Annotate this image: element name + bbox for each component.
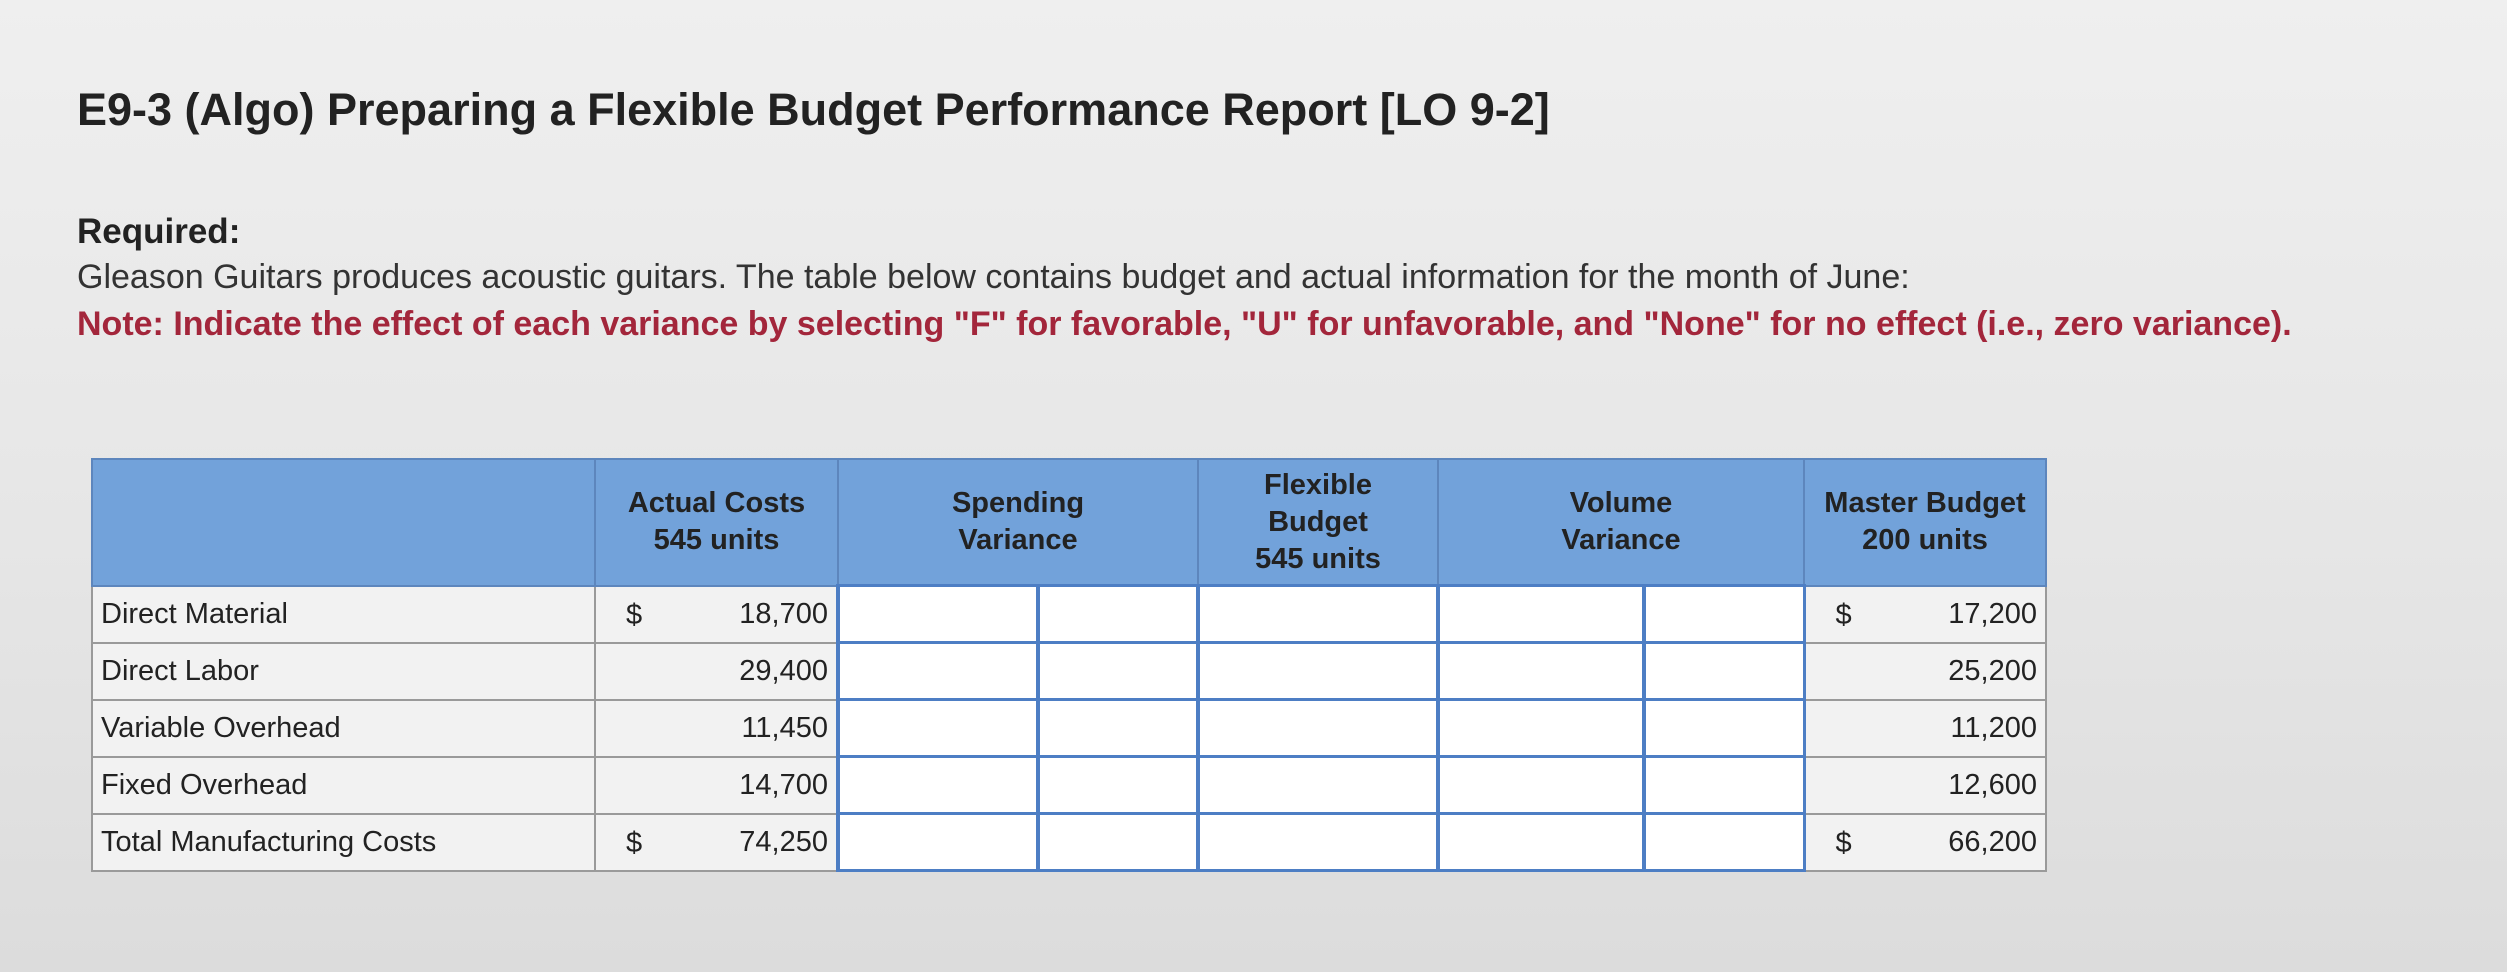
row-label: Total Manufacturing Costs [91,812,596,872]
volume-variance-input[interactable] [1436,641,1646,701]
spending-effect-select[interactable] [1036,641,1200,701]
column-header: Master Budget 200 units [1803,458,2047,587]
note-text: Note: Indicate the effect of each varian… [77,305,2292,343]
header-line: Flexible [1264,468,1372,501]
header-line: Spending [951,487,1085,519]
actual-cost: $74,250 [594,812,839,872]
volume-effect-select[interactable] [1642,641,1806,701]
header-line: 200 units [1862,524,1988,557]
volume-effect-select[interactable] [1642,584,1806,644]
header-line: Master Budget [1824,487,2026,520]
spending-effect-select[interactable] [1036,812,1200,872]
volume-variance-input[interactable] [1436,812,1646,872]
column-header: Spending Variance [837,458,1199,587]
header-line: 545 units [1255,542,1381,575]
volume-variance-input[interactable] [1436,755,1646,815]
table-row: Total Manufacturing Costs $74,250 $66,200 [91,812,2047,872]
spending-effect-select[interactable] [1036,755,1200,815]
flexible-budget-input[interactable] [1196,812,1440,872]
master-budget: $66,200 [1803,812,2047,872]
volume-variance-input[interactable] [1436,584,1646,644]
header-line: 545 units [653,524,780,557]
flexible-budget-input[interactable] [1196,584,1440,644]
row-label: Direct Material [91,584,596,644]
intro-text: Gleason Guitars produces acoustic guitar… [77,258,1910,296]
row-label: Variable Overhead [91,698,596,758]
amount: 12,600 [1948,768,2037,801]
spending-effect-select[interactable] [1036,698,1200,758]
spending-variance-input[interactable] [836,641,1040,701]
budget-table: Actual Costs 545 units Spending Variance Fle… [91,458,2047,872]
spending-variance-input[interactable] [836,812,1040,872]
header-line: Variance [958,524,1078,556]
actual-cost: $18,700 [594,584,839,644]
volume-effect-select[interactable] [1642,812,1806,872]
header-blank [91,458,596,587]
header-line: Variance [1561,524,1681,556]
actual-cost: 29,400 [594,641,839,701]
volume-effect-select[interactable] [1642,698,1806,758]
spending-variance-input[interactable] [836,584,1040,644]
master-budget: $17,200 [1803,584,2047,644]
row-label: Fixed Overhead [91,755,596,815]
amount: 25,200 [1948,654,2037,687]
amount: 74,250 [739,825,828,858]
table-row: Fixed Overhead 14,700 12,600 [91,755,2047,815]
amount: 29,400 [739,654,828,687]
header-row: Actual Costs 545 units Spending Variance Fle… [91,458,2047,587]
master-budget: 25,200 [1803,641,2047,701]
spending-variance-input[interactable] [836,755,1040,815]
flexible-budget-input[interactable] [1196,755,1440,815]
spending-effect-select[interactable] [1036,584,1200,644]
row-label: Direct Labor [91,641,596,701]
flexible-budget-input[interactable] [1196,698,1440,758]
required-label: Required: [77,212,241,251]
currency-sign: $ [1835,598,1852,631]
table-row: Variable Overhead 11,450 11,200 [91,698,2047,758]
column-header: Flexible Budget 545 units [1197,458,1439,587]
master-budget: 11,200 [1803,698,2047,758]
title: E9-3 (Algo) Preparing a Flexible Budget … [77,84,1550,135]
currency-sign: $ [626,598,643,631]
volume-effect-select[interactable] [1642,755,1806,815]
spending-variance-input[interactable] [836,698,1040,758]
column-header: Volume Variance [1437,458,1805,587]
table-body: Direct Material $18,700 $17,200 Direct Labo… [91,584,2047,872]
currency-sign: $ [1835,826,1852,859]
amount: 66,200 [1948,825,2037,858]
flexible-budget-input[interactable] [1196,641,1440,701]
actual-cost: 14,700 [594,755,839,815]
amount: 11,200 [1950,711,2037,744]
currency-sign: $ [626,826,643,859]
header-line: Budget [1268,505,1368,538]
column-header: Actual Costs 545 units [594,458,839,587]
amount: 18,700 [739,597,828,630]
amount: 17,200 [1948,597,2037,630]
header-line: Volume [1569,487,1673,519]
amount: 11,450 [741,711,828,744]
master-budget: 12,600 [1803,755,2047,815]
table-row: Direct Labor 29,400 25,200 [91,641,2047,701]
volume-variance-input[interactable] [1436,698,1646,758]
amount: 14,700 [739,768,828,801]
header-line: Actual Costs [627,487,806,520]
actual-cost: 11,450 [594,698,839,758]
table-row: Direct Material $18,700 $17,200 [91,584,2047,644]
